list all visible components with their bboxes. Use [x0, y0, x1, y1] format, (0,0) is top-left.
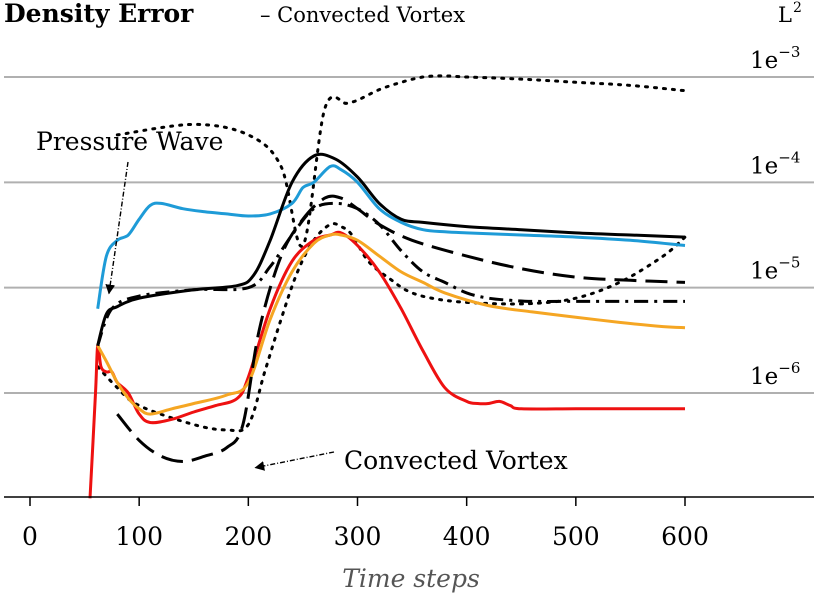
y-tick-labels: 1e−3 1e−4 1e−5 1e−6: [750, 43, 800, 390]
x-ticks: 0 100 200 300 400 500 600: [22, 497, 709, 551]
chart-subtitle: – Convected Vortex: [260, 3, 465, 27]
x-tick-label-0: 0: [22, 522, 38, 551]
series-line-dotted-upper: [115, 74, 687, 248]
series-layer: [88, 74, 687, 499]
annotations: Pressure Wave Convected Vortex: [36, 127, 568, 475]
y-tick-label-2: 1e−5: [750, 254, 800, 285]
annotation-arrow-pressure-wave: [105, 161, 129, 295]
y-tick-label-0: 1e−3: [750, 43, 800, 74]
series-line-solid-black: [96, 152, 686, 346]
norm-label: L 2: [778, 0, 802, 27]
x-axis-label: Time steps: [342, 564, 480, 593]
x-tick-label-3: 300: [334, 522, 382, 551]
norm-label-base: L: [778, 3, 792, 27]
annotation-convected-vortex: Convected Vortex: [344, 446, 568, 475]
chart-title: Density Error: [4, 0, 194, 28]
series-line-orange: [96, 232, 686, 416]
series-line-blue: [96, 164, 686, 309]
series-line-dash-dot: [96, 201, 685, 347]
series-line-dashed: [116, 194, 686, 463]
norm-label-exponent: 2: [793, 0, 802, 16]
x-tick-label-2: 200: [224, 522, 272, 551]
y-tick-label-1: 1e−4: [750, 148, 800, 179]
annotation-pressure-wave: Pressure Wave: [36, 127, 223, 156]
x-tick-label-1: 100: [115, 522, 163, 551]
grid-lines: [4, 76, 814, 394]
annotation-arrow-convected-vortex: [254, 451, 335, 471]
x-tick-label-6: 600: [661, 522, 709, 551]
series-line-dotted: [96, 222, 687, 433]
x-tick-label-4: 400: [443, 522, 491, 551]
y-tick-label-3: 1e−6: [750, 359, 800, 390]
x-tick-label-5: 500: [552, 522, 600, 551]
